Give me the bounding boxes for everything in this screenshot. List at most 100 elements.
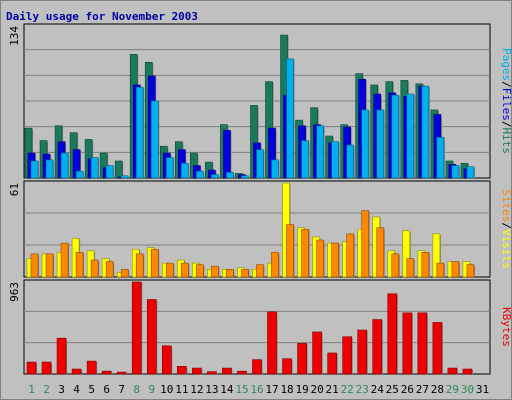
axis-label-part-pages: Pages xyxy=(500,48,512,81)
kbytes-bar-day-2 xyxy=(41,361,52,375)
kbytes-bar-day-13 xyxy=(207,371,217,375)
kbytes-bar-day-24 xyxy=(372,319,383,375)
day-label-4: 4 xyxy=(73,383,80,396)
day-label-31: 31 xyxy=(476,383,489,396)
kbytes-bar-day-4 xyxy=(71,368,82,375)
kbytes-bar-day-28 xyxy=(432,322,443,375)
pages-bar-day-12 xyxy=(196,170,204,179)
sites-bar-day-27 xyxy=(421,252,430,278)
day-label-21: 21 xyxy=(326,383,339,396)
day-label-18: 18 xyxy=(280,383,293,396)
kbytes-bar-day-22 xyxy=(342,336,352,375)
kbytes-bar-day-26 xyxy=(402,312,413,375)
chart-title: Daily usage for November 2003 xyxy=(6,10,198,23)
kbytes-bar-day-17 xyxy=(267,311,277,375)
sites-bar-day-26 xyxy=(406,258,415,278)
panel-1-ymax-label: 134 xyxy=(8,26,21,46)
day-label-29: 29 xyxy=(446,383,459,396)
sites-bar-day-23 xyxy=(361,210,370,278)
day-label-13: 13 xyxy=(205,383,218,396)
sites-bar-day-3 xyxy=(60,242,69,278)
kbytes-bar-day-14 xyxy=(222,367,232,375)
day-label-1: 1 xyxy=(28,383,35,396)
day-label-25: 25 xyxy=(386,383,399,396)
pages-bar-day-28 xyxy=(436,136,445,179)
day-label-6: 6 xyxy=(103,383,110,396)
kbytes-bar-day-21 xyxy=(327,352,337,375)
sites-bar-day-28 xyxy=(436,262,445,278)
sites-bar-day-2 xyxy=(45,253,54,278)
pages-bar-day-19 xyxy=(301,140,309,179)
kbytes-bar-day-29 xyxy=(447,367,458,375)
pages-bar-day-26 xyxy=(406,93,415,179)
sites-bar-day-12 xyxy=(196,264,204,278)
pages-bar-day-20 xyxy=(316,125,324,179)
kbytes-bar-day-11 xyxy=(177,366,187,375)
day-label-14: 14 xyxy=(220,383,234,396)
day-label-8: 8 xyxy=(133,383,140,396)
pages-bar-day-10 xyxy=(165,157,174,179)
sites-bar-day-13 xyxy=(211,265,219,278)
visits-bar-day-28 xyxy=(432,233,441,278)
pages-bar-day-14 xyxy=(226,172,234,179)
day-label-28: 28 xyxy=(431,383,444,396)
sites-bar-day-14 xyxy=(226,268,234,278)
kbytes-bar-day-20 xyxy=(312,331,322,375)
pages-bar-day-5 xyxy=(90,157,99,179)
day-label-10: 10 xyxy=(160,383,173,396)
kbytes-bar-day-12 xyxy=(192,367,202,375)
sites-bar-day-5 xyxy=(90,259,99,278)
pages-bar-day-30 xyxy=(466,166,475,179)
kbytes-bar-day-15 xyxy=(237,370,247,375)
pages-bar-day-8 xyxy=(135,86,144,179)
sites-bar-day-9 xyxy=(150,248,159,278)
sites-bar-day-4 xyxy=(75,252,84,278)
axis-label-part-sites: Sites xyxy=(500,189,512,222)
sites-bar-day-10 xyxy=(165,262,174,278)
pages-bar-day-16 xyxy=(256,149,264,179)
sites-bar-day-17 xyxy=(271,252,279,278)
pages-bar-day-3 xyxy=(60,152,69,179)
pages-bar-day-27 xyxy=(421,85,430,179)
sites-bar-day-6 xyxy=(105,261,114,278)
day-label-11: 11 xyxy=(175,383,188,396)
pages-bar-day-23 xyxy=(361,109,370,179)
pages-bar-day-17 xyxy=(271,159,279,179)
pages-bar-day-25 xyxy=(391,94,400,179)
sites-bar-day-15 xyxy=(241,268,249,278)
pages-bar-day-9 xyxy=(150,100,159,179)
pages-bar-day-29 xyxy=(451,165,460,179)
sites-bar-day-24 xyxy=(376,227,385,278)
day-label-3: 3 xyxy=(58,383,65,396)
day-label-15: 15 xyxy=(235,383,248,396)
panel-1-axis-label: Pages/Files/Hits xyxy=(500,48,512,154)
day-label-9: 9 xyxy=(148,383,155,396)
panel-2-ymax-label: 61 xyxy=(8,183,21,196)
day-label-12: 12 xyxy=(190,383,203,396)
axis-label-part-visits: Visits xyxy=(500,229,512,269)
sites-bar-day-16 xyxy=(256,264,264,278)
pages-bar-day-21 xyxy=(331,141,339,179)
day-label-24: 24 xyxy=(371,383,385,396)
sites-bar-day-1 xyxy=(30,253,39,278)
kbytes-bar-day-1 xyxy=(26,361,37,375)
kbytes-bar-day-6 xyxy=(101,370,112,375)
sites-bar-day-18 xyxy=(286,224,294,278)
sites-bar-day-21 xyxy=(331,242,339,278)
day-label-23: 23 xyxy=(356,383,369,396)
pages-bar-day-13 xyxy=(211,174,219,179)
sites-bar-day-25 xyxy=(391,253,400,278)
sites-bar-day-19 xyxy=(301,228,309,278)
kbytes-bar-day-25 xyxy=(387,293,398,375)
visits-bar-day-26 xyxy=(402,230,411,278)
pages-bar-day-24 xyxy=(376,109,385,179)
kbytes-bar-day-19 xyxy=(297,343,307,375)
sites-bar-day-11 xyxy=(181,262,189,278)
day-label-19: 19 xyxy=(295,383,308,396)
kbytes-bar-day-8 xyxy=(131,281,142,375)
kbytes-bar-day-7 xyxy=(116,371,127,375)
kbytes-bar-day-16 xyxy=(252,359,262,375)
pages-bar-day-1 xyxy=(30,160,39,179)
axis-label-part-kbytes: KBytes xyxy=(500,307,512,347)
panel-3-axis-label: KBytes xyxy=(500,307,512,347)
